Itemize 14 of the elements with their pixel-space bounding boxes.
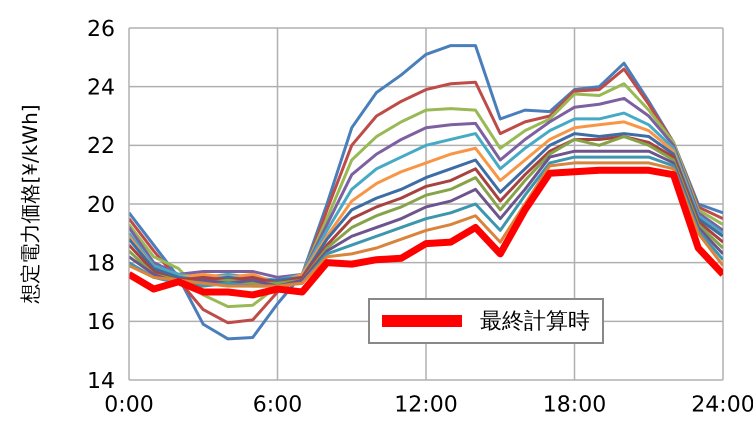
y-tick-label: 24	[87, 75, 115, 100]
x-tick-label: 0:00	[104, 392, 154, 418]
y-axis-title: 想定電力価格[¥/kWh]	[18, 104, 42, 305]
y-tick-label: 20	[87, 192, 115, 218]
y-tick-label: 22	[87, 134, 115, 160]
y-tick-label: 16	[87, 310, 115, 336]
x-tick-label: 24:00	[691, 392, 753, 418]
x-tick-label: 18:00	[542, 392, 606, 418]
x-tick-label: 12:00	[394, 392, 458, 418]
y-tick-label: 14	[87, 368, 115, 394]
legend-label: 最終計算時	[480, 308, 590, 336]
y-tick-label: 26	[87, 16, 115, 42]
x-tick-label: 6:00	[252, 392, 302, 418]
y-tick-label: 18	[87, 251, 115, 276]
